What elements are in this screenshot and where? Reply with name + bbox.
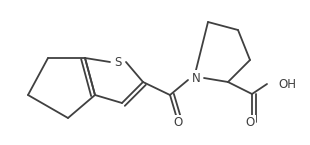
Text: S: S [114, 56, 122, 68]
Text: O: O [173, 116, 183, 129]
Text: O: O [246, 116, 255, 129]
Text: OH: OH [278, 77, 296, 90]
Text: N: N [192, 71, 200, 85]
